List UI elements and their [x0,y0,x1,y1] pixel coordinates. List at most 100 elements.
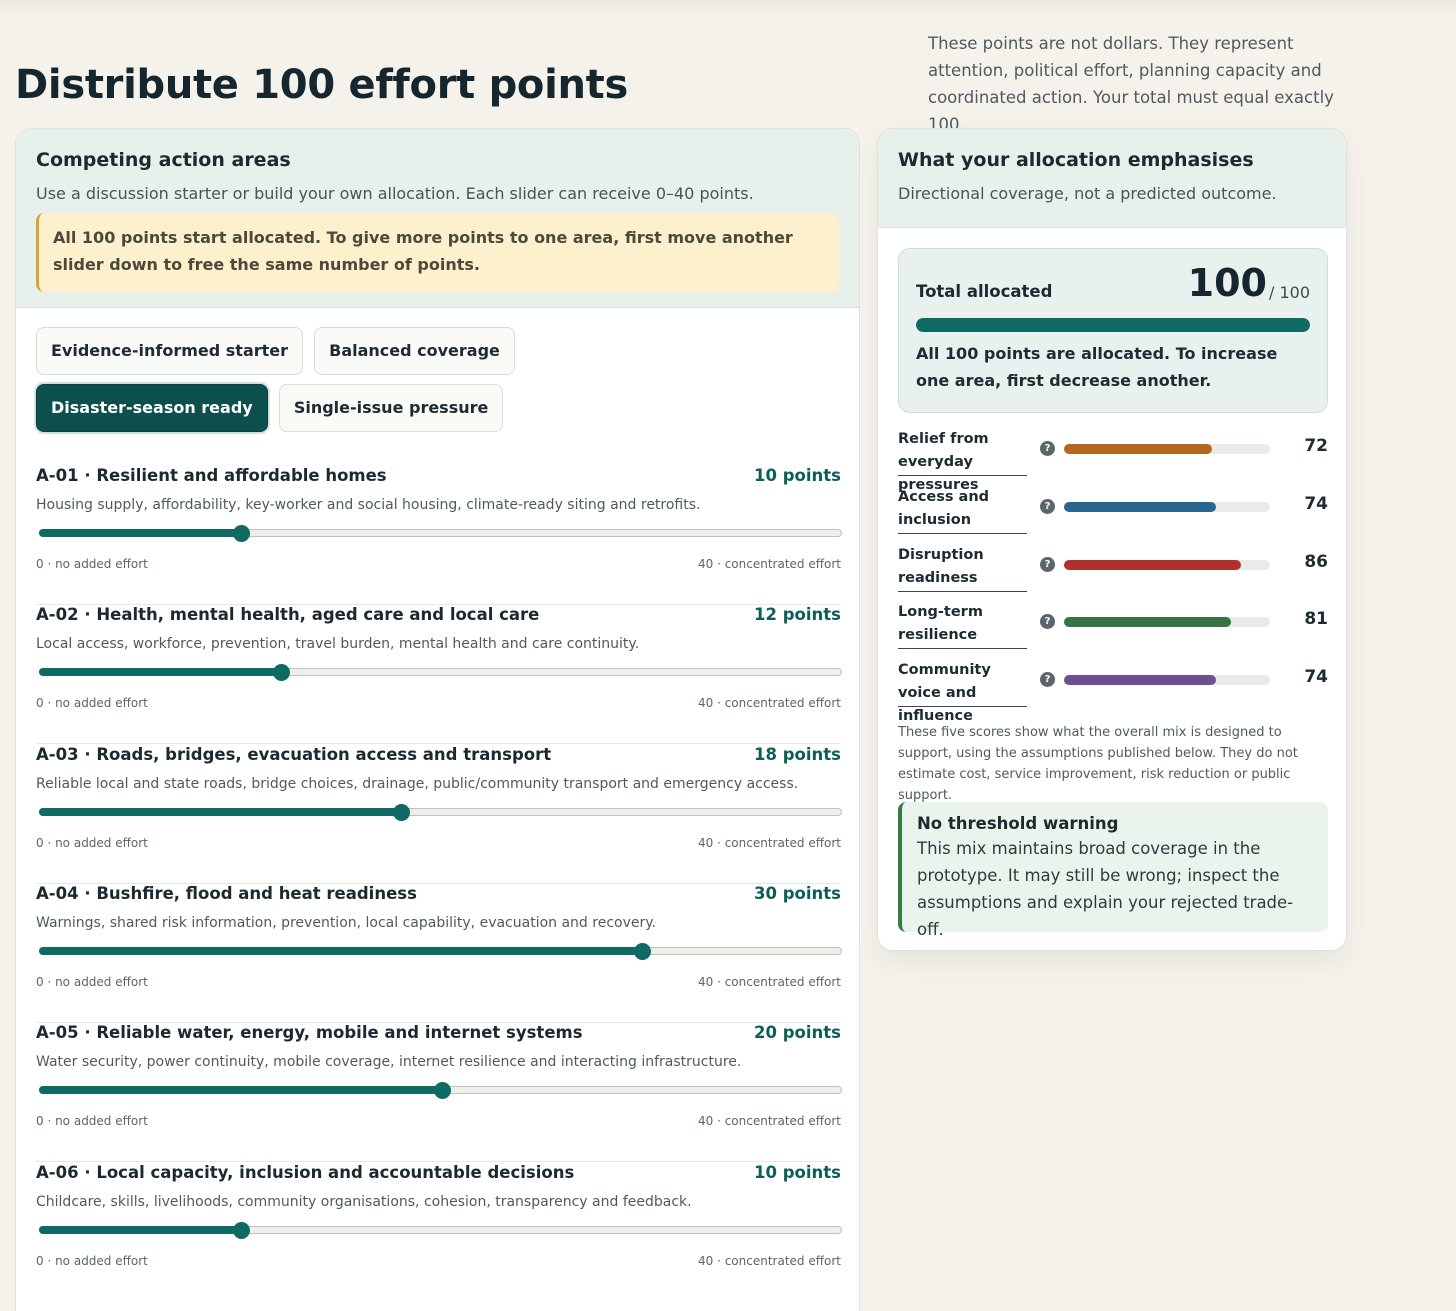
action-area-row: A-03 · Roads, bridges, evacuation access… [36,744,842,884]
area-slider[interactable] [39,803,842,821]
emphasis-panel: What your allocation emphasises Directio… [877,128,1347,951]
area-description: Warnings, shared risk information, preve… [36,914,656,931]
score-value: 72 [1304,436,1328,456]
area-title: A-03 · Roads, bridges, evacuation access… [36,744,552,764]
slider-thumb[interactable] [634,942,652,960]
intro-text: These points are not dollars. They repre… [928,34,1334,134]
slider-max-label: 40 · concentrated effort [698,1253,841,1268]
score-bar [1064,559,1270,570]
area-description: Childcare, skills, livelihoods, communit… [36,1193,692,1210]
panel-title: Competing action areas [36,149,291,171]
help-icon[interactable]: ? [1040,556,1055,572]
area-slider[interactable] [39,1082,842,1100]
area-slider[interactable] [39,525,842,542]
slider-min-label: 0 · no added effort [36,835,148,850]
total-label: Total allocated [916,282,1053,301]
slider-thumb[interactable] [393,803,411,821]
area-description: Local access, workforce, prevention, tra… [36,636,640,653]
area-divider [36,604,841,605]
help-icon[interactable]: ? [1040,672,1055,688]
score-bar [1064,675,1270,686]
area-title: A-06 · Local capacity, inclusion and acc… [36,1162,575,1182]
slider-fill [39,1225,241,1234]
preset-evidence-informed-button[interactable]: Evidence-informed starter [36,327,304,375]
area-slider[interactable] [39,942,842,960]
slider-thumb[interactable] [232,525,250,542]
slider-min-label: 0 · no added effort [36,1114,148,1129]
area-divider [36,882,841,884]
help-icon[interactable]: ? [1040,614,1055,630]
slider-thumb[interactable] [433,1082,451,1100]
slider-max-label: 40 · concentrated effort [698,974,841,989]
slider-fill [39,1086,442,1095]
score-row: Disruption readiness? 86 [898,544,1328,602]
score-bar-fill [1064,501,1217,512]
total-progress-bar [916,318,1310,332]
slider-thumb[interactable] [232,1221,250,1239]
area-description: Water security, power continuity, mobile… [36,1054,742,1071]
score-note: These five scores show what the overall … [898,725,1298,803]
score-bar [1064,617,1270,628]
area-title: A-05 · Reliable water, energy, mobile an… [36,1023,583,1043]
area-points: 12 points [754,605,841,625]
area-divider [36,1161,841,1163]
help-icon[interactable]: ? [1040,441,1055,456]
preset-single-issue-button[interactable]: Single-issue pressure [278,384,504,432]
score-value: 81 [1304,609,1328,630]
slider-fill [39,529,241,537]
area-divider [36,1021,841,1023]
area-points: 18 points [754,744,841,764]
warning-body: This mix maintains broad coverage in the… [917,839,1294,939]
panel-subtitle: Use a discussion starter or build your o… [36,184,754,203]
allocation-notice: All 100 points start allocated. To give … [36,213,839,292]
area-divider [36,743,841,745]
preset-balanced-button[interactable]: Balanced coverage [314,327,515,375]
score-row: Access and inclusion? 74 [898,486,1328,544]
action-areas-header: Competing action areas Use a discussion … [16,129,859,308]
area-title: A-02 · Health, mental health, aged care … [36,605,540,625]
total-value: 100 [1187,261,1267,305]
area-slider[interactable] [39,664,842,682]
help-icon[interactable]: ? [1040,498,1055,514]
threshold-warning: No threshold warning This mix maintains … [898,802,1328,939]
slider-thumb[interactable] [272,664,290,682]
slider-min-label: 0 · no added effort [36,696,148,711]
slider-fill [39,946,643,955]
score-bar-fill [1064,559,1242,570]
score-bar-fill [1064,617,1231,628]
action-area-row: A-05 · Reliable water, energy, mobile an… [36,1023,842,1163]
area-slider[interactable] [39,1221,842,1239]
area-description: Reliable local and state roads, bridge c… [36,775,799,792]
action-area-row: A-02 · Health, mental health, aged care … [36,605,842,745]
score-bar [1064,444,1270,454]
slider-max-label: 40 · concentrated effort [698,696,841,711]
score-row: Relief from everyday pressures? 72 [898,428,1328,493]
score-value: 74 [1304,493,1328,514]
slider-fill [39,668,281,677]
score-label: Relief from everyday pressures [898,428,1027,493]
score-row: Community voice and influence? 74 [898,659,1328,724]
area-points: 30 points [754,883,841,903]
preset-disaster-season-button[interactable]: Disaster-season ready [36,384,268,432]
total-note: All 100 points are allocated. To increas… [916,344,1278,390]
area-points: 20 points [754,1023,841,1043]
slider-max-label: 40 · concentrated effort [698,835,841,850]
score-value: 74 [1304,667,1328,688]
total-allocated-box: Total allocated 100 / 100 All 100 points… [898,248,1328,413]
score-row: Long-term resilience? 81 [898,601,1328,659]
slider-min-label: 0 · no added effort [36,974,148,989]
score-bar-fill [1064,444,1213,454]
area-title: A-01 · Resilient and affordable homes [36,466,387,485]
slider-max-label: 40 · concentrated effort [698,1114,841,1129]
score-value: 86 [1304,551,1328,572]
score-label: Access and inclusion [898,486,1027,534]
score-label: Disruption readiness [898,544,1027,592]
area-points: 10 points [754,1162,841,1182]
emphasis-subtitle: Directional coverage, not a predicted ou… [898,184,1277,203]
total-max: / 100 [1268,283,1310,302]
warning-title: No threshold warning [917,814,1119,833]
score-bar [1064,501,1270,512]
action-area-row: A-06 · Local capacity, inclusion and acc… [36,1162,842,1302]
score-bar-fill [1064,675,1217,686]
area-description: Housing supply, affordability, key-worke… [36,497,701,513]
